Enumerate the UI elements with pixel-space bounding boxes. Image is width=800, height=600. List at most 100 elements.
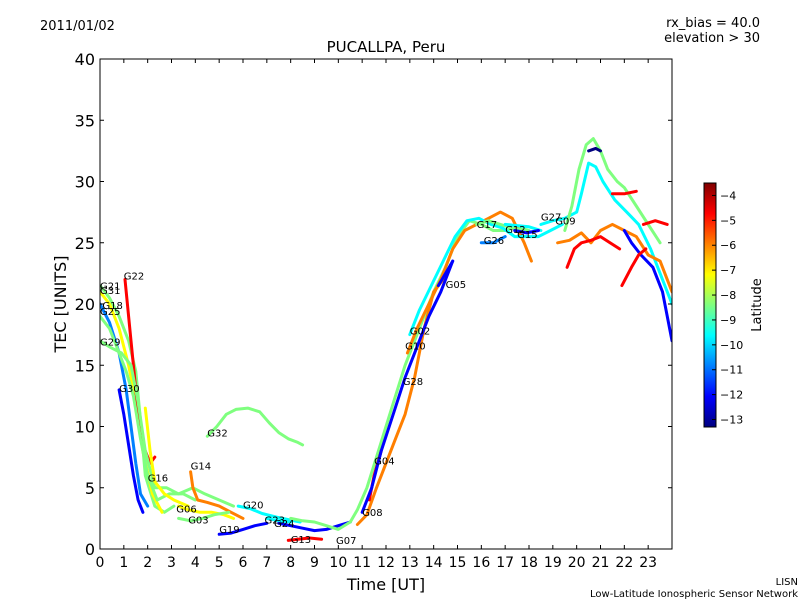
series-g32 [205, 406, 305, 447]
series-g05 [436, 259, 455, 288]
satellite-label-g20: G20 [243, 501, 263, 512]
series-g37 [641, 219, 669, 226]
series-g20 [236, 504, 302, 524]
colorbar-tick-label: −5 [720, 214, 736, 227]
colorbar-label: Latitude [750, 278, 765, 332]
series-g14 [189, 470, 245, 520]
colorbar-tick-label: −6 [720, 239, 736, 252]
x-tick-label: 8 [286, 555, 295, 571]
satellite-label-g26: G26 [484, 236, 504, 247]
satellite-label-g09: G09 [555, 216, 575, 227]
elevation-label: elevation > 30 [664, 31, 760, 46]
x-tick-label: 6 [239, 555, 248, 571]
series-g15 [513, 229, 540, 235]
x-tick-label: 0 [96, 555, 105, 571]
series-g13 [286, 536, 324, 542]
satellite-label-g27: G27 [541, 213, 561, 224]
x-axis: 0 1 2 3 4 5 6 7 8 9 10 11 12 13 14 15 16 17 18 19 20 21 22 23 [96, 59, 657, 571]
x-tick-label: 2 [143, 555, 152, 571]
y-tick-label: 40 [75, 50, 95, 69]
series-g24 [277, 520, 352, 533]
satellite-label-g22: G22 [124, 272, 144, 283]
satellite-label-g12: G12 [505, 225, 525, 236]
rx-bias-label: rx_bias = 40.0 [666, 16, 760, 31]
satellite-label-g28: G28 [403, 377, 423, 388]
colorbar-tick-label: −13 [720, 414, 743, 427]
series-g23 [265, 516, 293, 524]
x-tick-label: 19 [544, 555, 562, 571]
series-g27 [539, 161, 672, 306]
series-g18 [100, 302, 150, 508]
x-tick-label: 3 [167, 555, 176, 571]
series-g17 [475, 219, 526, 232]
series-g06 [177, 504, 235, 520]
x-tick-label: 17 [496, 555, 514, 571]
satellite-label-g32: G32 [207, 428, 227, 439]
colorbar-tick-label: −4 [720, 189, 736, 202]
footer-lisn: LISN [776, 577, 798, 588]
data-series-layer [100, 137, 672, 542]
x-tick-label: 18 [520, 555, 538, 571]
x-tick-label: 5 [215, 555, 224, 571]
series-g01 [587, 146, 602, 153]
series-g34 [610, 189, 638, 196]
satellite-label-g18: G18 [102, 301, 122, 312]
series-g28 [360, 259, 455, 514]
x-tick-label: 7 [262, 555, 271, 571]
colorbar-tick-label: −7 [720, 264, 736, 277]
x-tick-label: 4 [191, 555, 200, 571]
satellite-label-g30: G30 [119, 384, 139, 395]
satellite-label-g04: G04 [374, 457, 394, 468]
satellite-label-g08: G08 [362, 508, 382, 519]
satellite-label-g07: G07 [336, 536, 356, 547]
series-g36 [620, 247, 648, 288]
y-tick-label: 35 [75, 111, 95, 130]
satellite-label-layer: G21G31G22G18G25G29G30G16G32G14G06G03G20G… [100, 213, 576, 547]
satellite-label-g02: G02 [410, 327, 430, 338]
y-tick-label: 10 [75, 418, 95, 437]
date-label: 2011/01/02 [40, 19, 115, 34]
satellite-label-g14: G14 [191, 461, 211, 472]
y-axis: 0 5 10 15 20 25 30 35 40 [75, 50, 672, 559]
series-g16 [143, 406, 190, 508]
series-g33 [565, 235, 622, 269]
series-g26 [479, 235, 507, 245]
satellite-label-g25: G25 [100, 307, 120, 318]
series-g08 [355, 278, 445, 526]
x-tick-label: 23 [639, 555, 657, 571]
x-tick-label: 20 [568, 555, 586, 571]
y-tick-label: 15 [75, 356, 95, 375]
x-tick-label: 21 [592, 555, 610, 571]
x-tick-label: 1 [119, 555, 128, 571]
satellite-label-g17: G17 [477, 220, 497, 231]
colorbar-ticks: −4 −5 −6 −7 −8 −9 −10 −11 −12 −13 [712, 189, 743, 427]
series-g25 [100, 314, 197, 502]
series-g30 [117, 388, 145, 514]
y-axis-label: TEC [UNITS] [51, 256, 70, 354]
series-g11 [556, 222, 672, 294]
x-tick-label: 12 [377, 555, 395, 571]
series-g19 [217, 521, 269, 536]
x-tick-label: 22 [615, 555, 633, 571]
satellite-label-g16: G16 [148, 474, 168, 485]
satellite-label-g03: G03 [188, 515, 208, 526]
y-tick-label: 30 [75, 173, 95, 192]
colorbar-tick-label: −8 [720, 289, 736, 302]
chart-title: PUCALLPA, Peru [327, 38, 446, 56]
footer-network: Low-Latitude Ionospheric Sensor Network [590, 589, 798, 600]
colorbar-tick-label: −11 [720, 364, 743, 377]
satellite-label-g13: G13 [291, 535, 311, 546]
x-axis-label: Time [UT] [346, 575, 425, 594]
x-tick-label: 10 [329, 555, 347, 571]
x-tick-label: 13 [401, 555, 419, 571]
x-tick-label: 11 [353, 555, 371, 571]
series-g12 [503, 222, 543, 232]
x-tick-label: 14 [425, 555, 443, 571]
satellite-label-g23: G23 [265, 515, 285, 526]
y-tick-label: 20 [75, 295, 95, 314]
colorbar [703, 182, 717, 428]
y-tick-label: 0 [85, 540, 95, 559]
series-g35 [622, 229, 672, 343]
